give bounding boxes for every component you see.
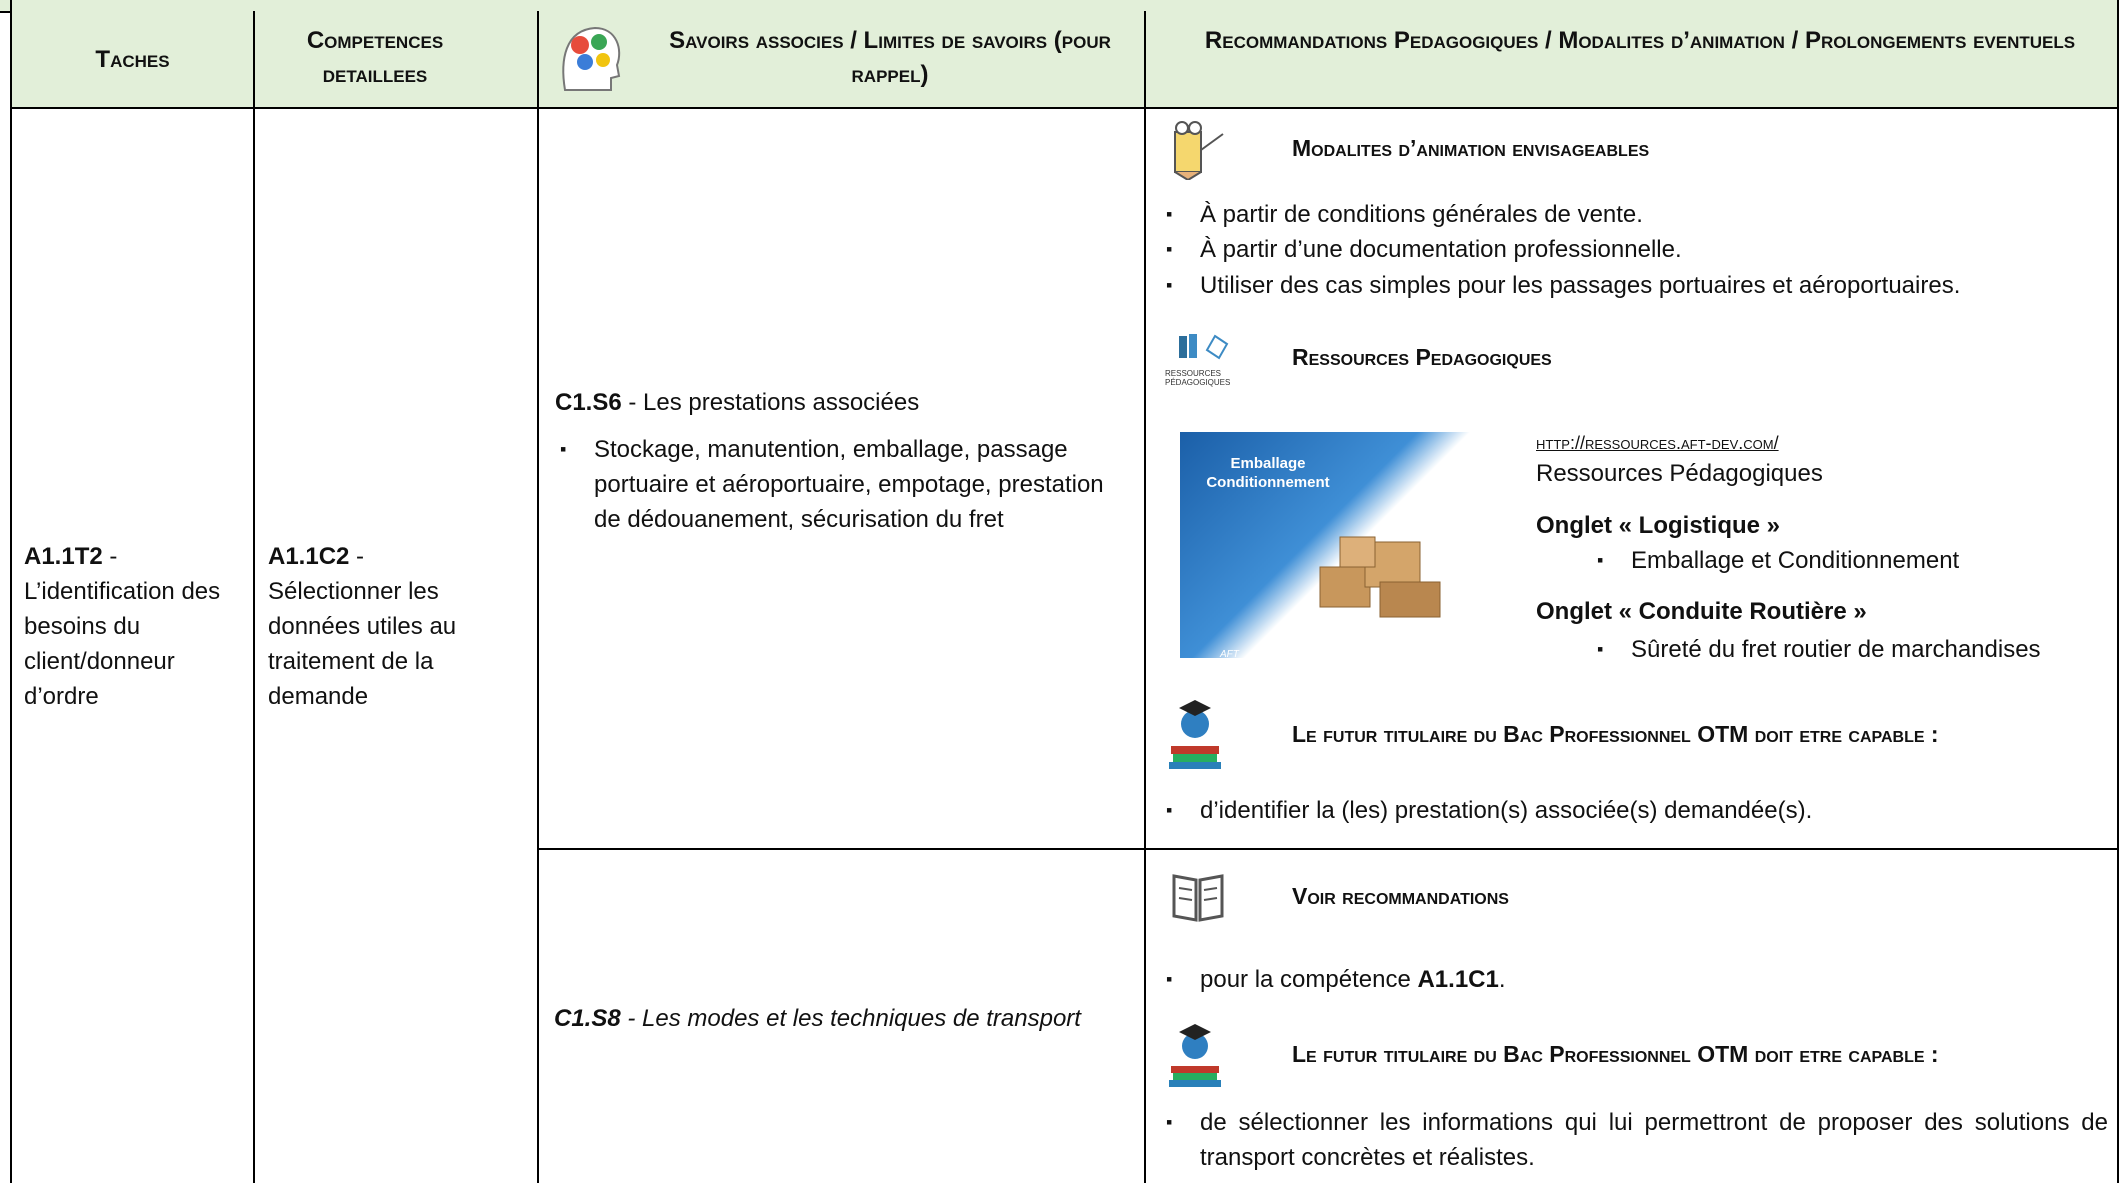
task-text: - L’identification des besoins du client… <box>24 543 221 710</box>
section-heading: Modalites d’animation envisageables <box>1292 135 1650 161</box>
boxes <box>1319 536 1441 618</box>
bullet-text: pour la compétence <box>1200 966 1418 993</box>
border <box>1144 11 1146 1183</box>
bullet-end: . <box>1498 966 1506 993</box>
savoir-bullet: Stockage, manutention, emballage, passag… <box>560 432 1124 537</box>
bullet: Utiliser des cas simples pour les passag… <box>1166 268 1960 303</box>
bullet: de sélectionner les informations qui lui… <box>1166 1105 2108 1175</box>
header-cell: Competences detaillees <box>306 27 444 88</box>
savoir: C1.S6 - Les prestations associées <box>555 385 1125 420</box>
savoir-text: - Les modes et les techniques de transpo… <box>627 1005 1081 1032</box>
border <box>253 11 255 1183</box>
resources-icon: Ressources Pédagogiques <box>1165 332 1251 387</box>
header-cell: Savoirs associes / Limites de savoirs (p… <box>669 27 1111 88</box>
competence-text: - Sélectionner les données utiles au tra… <box>268 543 457 710</box>
header-band <box>11 11 2119 108</box>
border <box>10 0 12 1183</box>
tab-item: Sûreté du fret routier de marchandises <box>1597 632 2041 667</box>
bullet: À partir d’une documentation professionn… <box>1166 232 1682 267</box>
savoir-code: C1.S8 <box>554 1005 621 1032</box>
pencil-icon <box>1174 121 1224 180</box>
competence-code: A1.1C2 <box>268 543 350 570</box>
brain-icon <box>562 26 621 91</box>
book-icon <box>1172 874 1224 922</box>
section-heading: Voir recommandations <box>1292 883 1509 909</box>
bullet: d’identifier la (les) prestation(s) asso… <box>1166 793 1812 828</box>
savoir: C1.S8 - Les modes et les techniques de t… <box>554 1001 1134 1036</box>
header-cell: Taches <box>95 46 170 73</box>
competence-cell: A1.1C2 - Sélectionner les données utiles… <box>268 539 498 714</box>
icon-label: Ressources Pédagogiques <box>1165 369 1231 387</box>
image-title: Emballage Conditionnement <box>1206 455 1330 491</box>
border <box>10 107 2119 109</box>
graduate-icon <box>1169 700 1221 769</box>
link[interactable]: http://ressources.aft-dev.com/ <box>1536 433 1779 453</box>
header-cell: Recommandations Pedagogiques / Modalites… <box>1204 27 2076 54</box>
bullet: pour la compétence A1.1C1. <box>1166 962 1506 997</box>
section-heading: Ressources Pedagogiques <box>1292 344 1552 370</box>
tab-name: Onglet « Conduite Routière » <box>1536 598 1867 625</box>
graduate-icon <box>1169 1024 1221 1087</box>
section-heading: Le futur titulaire du Bac Professionnel … <box>1292 1041 1939 1067</box>
task-cell: A1.1T2 - L’identification des besoins du… <box>24 539 224 714</box>
tab-name: Onglet « Logistique » <box>1536 512 1781 539</box>
border <box>537 848 2119 850</box>
border <box>2117 0 2119 1183</box>
savoir-code: C1.S6 <box>555 389 622 416</box>
bullet: À partir de conditions générales de vent… <box>1166 197 1643 232</box>
bullet-code: A1.1C1 <box>1417 966 1499 993</box>
savoir-text: - Les prestations associées <box>628 389 920 416</box>
task-code: A1.1T2 <box>24 543 103 570</box>
site-name: Ressources Pédagogiques <box>1536 460 1823 487</box>
section-heading: Le futur titulaire du Bac Professionnel … <box>1292 721 1939 747</box>
border <box>537 11 539 1183</box>
tab-item: Emballage et Conditionnement <box>1597 543 1959 578</box>
image-logo: AFT <box>1220 649 1239 660</box>
resource-image: Emballage Conditionnement AFT <box>1180 432 1482 660</box>
